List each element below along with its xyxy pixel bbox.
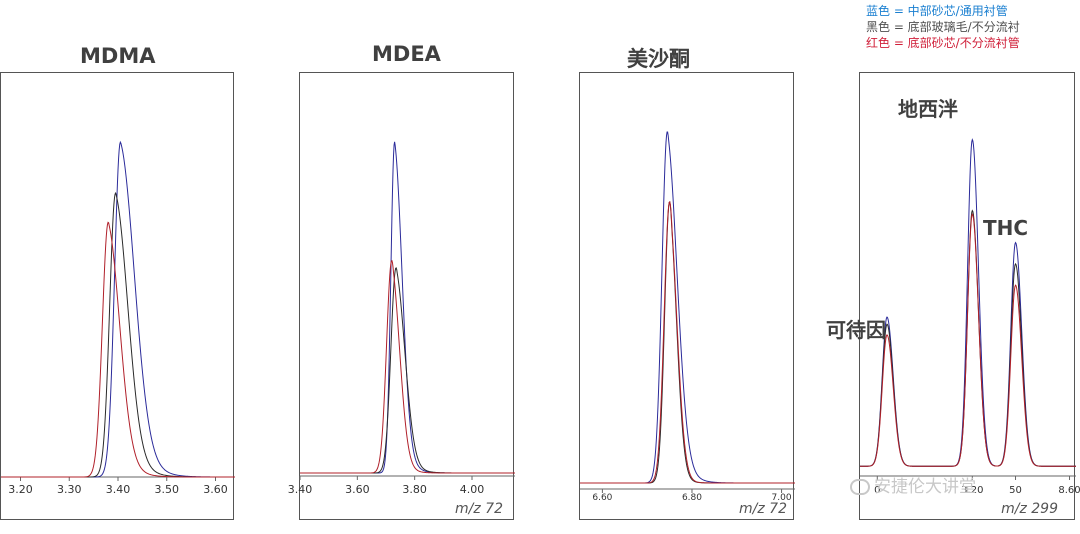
legend-blue: 蓝色 = 中部砂芯/通用衬管: [866, 4, 1008, 18]
chromatogram-mdea: 3.40 3.60 3.80 4.00 m/z 72: [288, 72, 515, 520]
peak-label-codeine: 可待因: [826, 318, 886, 342]
mz-label-mixture: m/z 299: [1001, 501, 1058, 517]
legend-black: 黑色 = 底部玻璃毛/不分流衬: [866, 20, 1020, 34]
chromatogram-mdma: 3.20 3.30 3.40 3.50 3.60: [0, 72, 235, 520]
panel-title-mdma: MDMA: [80, 44, 156, 68]
x-tick-label: 3.40: [288, 483, 313, 496]
x-tick-label: 3.60: [345, 483, 370, 496]
x-tick-label: 50: [1009, 485, 1022, 496]
panel-title-methadone: 美沙酮: [627, 47, 690, 71]
x-tick-label: 8.60: [1058, 485, 1080, 496]
series-line-blue: [580, 131, 795, 484]
chromatogram-mixture: 0 3.20 50 8.60 m/z 299: [859, 72, 1080, 520]
wechat-icon: [850, 479, 870, 495]
x-tick-label: 3.60: [203, 483, 228, 496]
x-tick-label: 3.20: [8, 483, 33, 496]
chromatogram-mdma-plot: 3.20 3.30 3.40 3.50 3.60: [1, 140, 235, 496]
x-tick-label: 3.50: [155, 483, 180, 496]
watermark-text: 安捷伦大讲堂: [874, 477, 976, 497]
x-tick-label: 3.30: [57, 483, 82, 496]
series-line-red: [300, 259, 515, 474]
series-line-black: [580, 200, 795, 484]
x-tick-label: 6.80: [682, 493, 702, 503]
x-tick-label: 7.00: [772, 493, 792, 503]
panel-title-mdea: MDEA: [372, 42, 441, 66]
x-tick-label: 6.60: [592, 493, 612, 503]
series-line-red: [1, 221, 235, 478]
chromatogram-methadone-plot: 6.60 6.80 7.00: [580, 131, 795, 503]
chromatogram-methadone: 6.60 6.80 7.00 m/z 72: [579, 72, 795, 520]
chromatogram-mdea-plot: 3.40 3.60 3.80 4.00: [288, 141, 515, 496]
x-tick-label: 0: [874, 485, 880, 496]
x-tick-label: 3.20: [961, 485, 983, 496]
x-tick-label: 3.80: [402, 483, 427, 496]
series-line-red: [580, 201, 795, 484]
peak-label-diazepam: 地西泮: [898, 97, 958, 121]
chromatogram-mixture-plot: 0 3.20 50 8.60: [860, 138, 1080, 496]
mz-label-methadone: m/z 72: [739, 501, 787, 517]
legend: 蓝色 = 中部砂芯/通用衬管 黑色 = 底部玻璃毛/不分流衬 红色 = 底部砂芯…: [866, 3, 1020, 51]
x-tick-label: 4.00: [460, 483, 485, 496]
series-line-red: [860, 212, 1076, 467]
mz-label-mdea: m/z 72: [455, 501, 503, 517]
watermark: 安捷伦大讲堂: [850, 472, 976, 497]
x-tick-label: 3.40: [106, 483, 131, 496]
series-line-black: [1, 191, 235, 478]
peak-label-thc: THC: [983, 216, 1029, 240]
series-line-blue: [300, 141, 515, 474]
legend-red: 红色 = 底部砂芯/不分流衬管: [866, 36, 1020, 50]
